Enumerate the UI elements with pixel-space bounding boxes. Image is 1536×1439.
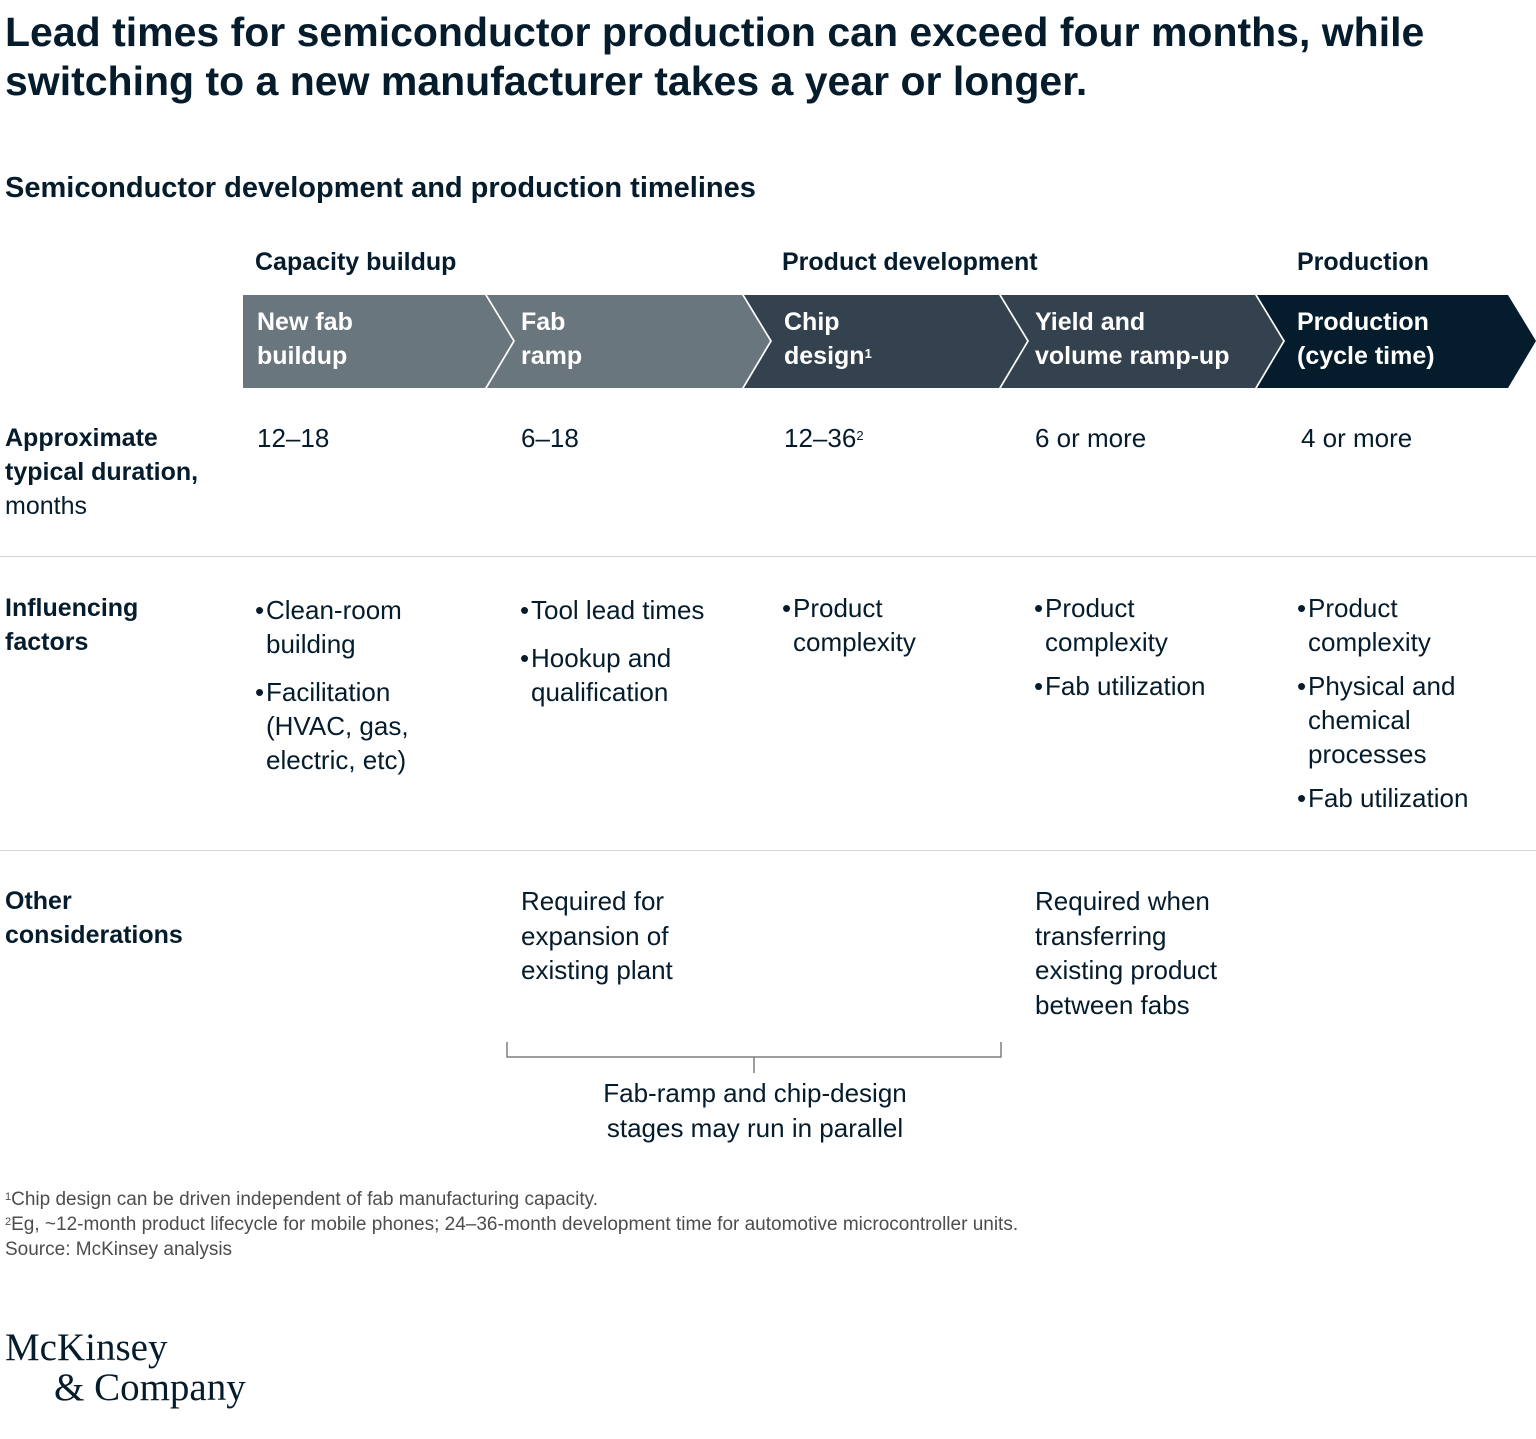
footnote-1: 1Chip design can be driven independent o… [5,1189,599,1210]
stage-label-new-fab-buildup: New fab buildup [257,308,353,370]
row-divider [0,556,1536,557]
duration-chip-design: 12–362 [784,423,864,453]
mckinsey-logo: McKinsey & Company [5,1326,246,1409]
parallel-bracket [506,1042,1002,1073]
duration-fab-ramp: 6–18 [521,423,579,453]
headline: Lead times for semiconductor production … [5,9,1425,104]
footnote-ref-2: 2 [856,428,864,443]
bracket-note: Fab-ramp and chip-design stages may run i… [603,1078,907,1143]
stage-chevron-yield-ramp [1001,295,1283,388]
factor-item: Fab utilization [1297,781,1468,815]
duration-production: 4 or more [1301,423,1413,453]
factor-item: Tool lead times [520,593,704,627]
stage-chevron-new-fab-buildup [243,295,513,388]
phase-production: Production [1297,248,1429,276]
stage-label-chip-design: Chip design1 [784,308,872,370]
stage-chevron-fab-ramp [487,295,770,388]
duration-yield-ramp: 6 or more [1035,423,1147,453]
footnote-ref-1: 1 [864,346,872,361]
chart-subtitle: Semiconductor development and production… [5,172,756,204]
other-note-fab-ramp: Required for expansion of existing plant [521,886,673,985]
duration-new-fab-buildup: 12–18 [257,423,330,453]
row-label-duration: Approximate typical duration, months [5,424,199,520]
source-note: Source: McKinsey analysis [5,1239,233,1260]
phase-capacity-buildup: Capacity buildup [255,248,457,276]
stage-chevron-chip-design [744,295,1027,388]
row-label-factors: Influencing factors [5,594,139,656]
stage-label-production: Production (cycle time) [1297,308,1435,370]
stage-label-fab-ramp: Fab ramp [521,308,583,370]
phase-product-development: Product development [782,248,1038,276]
other-note-yield-ramp: Required when transferring existing produc… [1035,886,1218,1020]
row-label-other: Other considerations [5,887,183,949]
factor-item: Facilitation(HVAC, gas,electric, etc) [255,675,409,777]
factor-item: Fab utilization [1034,669,1205,703]
stage-chevron-production [1257,295,1536,388]
stage-chevron-bar [243,295,1536,388]
footnote-2: 2Eg, ~12-month product lifecycle for mob… [5,1214,1019,1235]
row-divider [0,850,1536,851]
stage-label-yield-ramp: Yield and volume ramp-up [1035,308,1230,370]
